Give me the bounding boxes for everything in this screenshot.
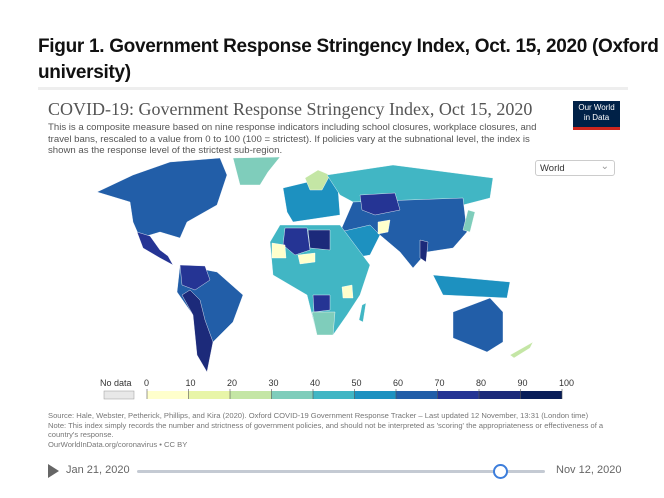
timeline-end: Nov 12, 2020: [556, 464, 622, 476]
region-myanmar[interactable]: [419, 239, 429, 263]
legend-tick-label: 0: [144, 378, 150, 388]
region-algeria[interactable]: [282, 227, 311, 256]
legend-tick-label: 50: [351, 378, 362, 388]
legend-swatch: [230, 391, 272, 399]
legend-tick-label: 70: [434, 378, 445, 388]
timeline-slider[interactable]: [137, 470, 545, 473]
source-text: Source: Hale, Webster, Petherick, Philli…: [48, 411, 589, 420]
logo-text: in Data: [583, 112, 610, 122]
source-notes: Source: Hale, Webster, Petherick, Philli…: [48, 411, 608, 449]
source-url[interactable]: OurWorldInData.org/coronavirus • CC BY: [48, 439, 188, 449]
region-madagascar[interactable]: [358, 302, 367, 323]
chart-title: COVID-19: Government Response Stringency…: [48, 99, 533, 119]
legend-swatch: [520, 391, 562, 399]
region-niger[interactable]: [297, 252, 316, 265]
legend-swatch: [396, 391, 438, 399]
chart-subtitle: This is a composite measure based on nin…: [48, 122, 537, 156]
region-indonesia[interactable]: [432, 274, 511, 299]
region-tanzania[interactable]: [341, 284, 354, 299]
region-select-value: World: [540, 163, 565, 174]
logo-text: Our World: [578, 103, 615, 112]
region-north-america[interactable]: [96, 157, 228, 239]
legend-tick-label: 60: [393, 378, 404, 388]
region-mali[interactable]: [271, 242, 287, 259]
region-libya[interactable]: [307, 229, 331, 251]
region-scandinavia[interactable]: [304, 169, 331, 191]
region-japan[interactable]: [462, 209, 476, 233]
region-argentina-chile[interactable]: [181, 289, 214, 373]
legend-tick-label: 90: [517, 378, 528, 388]
legend-swatch: [354, 391, 396, 399]
legend-tick-label: 20: [227, 378, 238, 388]
play-icon[interactable]: [48, 464, 59, 478]
region-australia[interactable]: [452, 297, 504, 353]
legend-swatch: [147, 391, 189, 399]
legend-tick-label: 10: [185, 378, 196, 388]
region-select[interactable]: World ⌄: [535, 160, 615, 176]
legend-tick-label: 100: [559, 378, 575, 388]
legend-swatch: [479, 391, 521, 399]
legend-swatch: [188, 391, 230, 399]
figure-title: Figur 1. Government Response Stringency …: [38, 36, 659, 83]
region-colombia-venezuela[interactable]: [179, 264, 211, 291]
timeline-thumb[interactable]: [493, 464, 509, 479]
timeline-start: Jan 21, 2020: [66, 464, 130, 476]
legend-tick-label: 80: [476, 378, 487, 388]
region-angola[interactable]: [312, 294, 331, 313]
owid-logo[interactable]: Our World in Data: [573, 101, 620, 130]
legend-no-data-label: No data: [100, 378, 132, 388]
region-mexico[interactable]: [136, 231, 174, 266]
region-kazakhstan[interactable]: [359, 192, 401, 216]
region-afghanistan[interactable]: [377, 219, 391, 235]
region-new-zealand[interactable]: [509, 341, 534, 359]
legend-tick-label: 40: [310, 378, 321, 388]
note-text: Note: This index simply records the numb…: [48, 420, 604, 440]
region-greenland[interactable]: [232, 156, 281, 186]
chevron-down-icon: ⌄: [600, 161, 609, 172]
legend-swatch: [437, 391, 479, 399]
legend-no-data-swatch: [103, 390, 135, 400]
region-russia[interactable]: [326, 164, 494, 206]
legend-tick-label: 30: [268, 378, 279, 388]
region-southern-africa[interactable]: [311, 311, 336, 336]
divider: [38, 87, 628, 90]
legend-swatch: [313, 391, 355, 399]
legend-swatch: [271, 391, 313, 399]
